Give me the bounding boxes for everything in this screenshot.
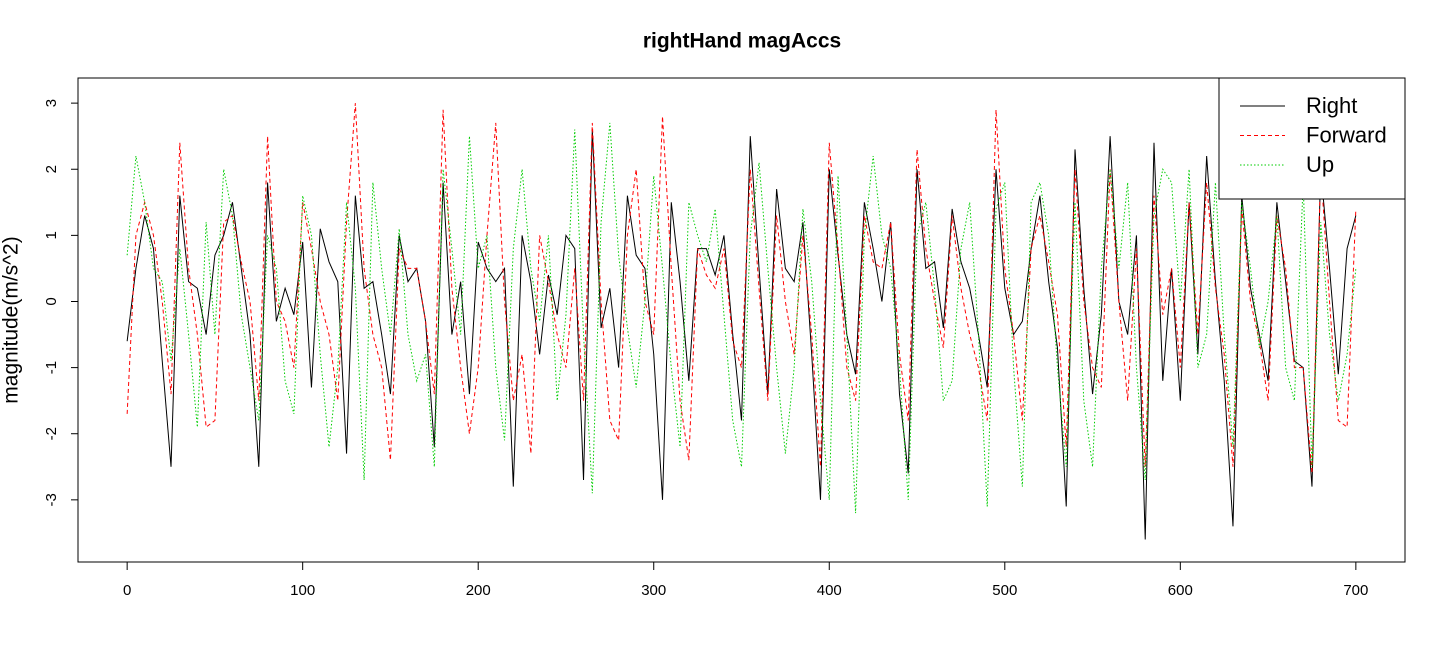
y-tick-label: 0	[43, 297, 60, 305]
y-tick-label: 3	[43, 99, 60, 107]
x-tick-label: 100	[290, 582, 315, 599]
x-tick-label: 700	[1343, 582, 1368, 599]
legend-label: Right	[1306, 93, 1357, 118]
x-tick-label: 400	[817, 582, 842, 599]
y-tick-label: -1	[43, 361, 60, 374]
legend-label: Up	[1306, 152, 1334, 177]
y-tick-label: 2	[43, 165, 60, 173]
x-tick-label: 0	[123, 582, 131, 599]
series-line	[126, 103, 1357, 474]
series-line	[126, 122, 1357, 514]
x-tick-label: 600	[1168, 582, 1193, 599]
x-tick-label: 200	[466, 582, 491, 599]
legend-label: Forward	[1306, 122, 1387, 147]
y-tick-label: 1	[43, 231, 60, 239]
y-tick-label: -2	[43, 427, 60, 440]
legend-box	[1218, 77, 1406, 200]
y-axis-label: magnitude(m/s^2)	[0, 236, 23, 403]
chart-title: rightHand magAccs	[643, 30, 841, 53]
x-tick-label: 300	[641, 582, 666, 599]
y-tick-label: -3	[43, 493, 60, 506]
x-tick-label: 500	[992, 582, 1017, 599]
series-line	[126, 129, 1357, 540]
